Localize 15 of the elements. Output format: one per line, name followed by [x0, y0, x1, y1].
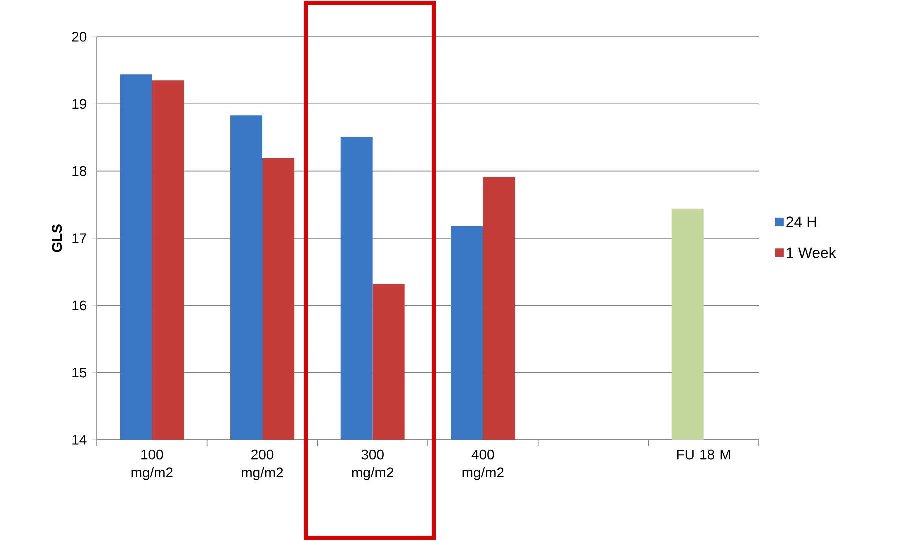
y-tick-label: 15	[72, 368, 87, 378]
y-tick-label: 14	[72, 435, 87, 445]
y-axis-title: GLS	[52, 224, 62, 252]
y-tick-label: 16	[72, 300, 87, 311]
x-tick-label: 400 mg/m2	[462, 450, 504, 480]
x-tick-label: 300 mg/m2	[352, 450, 394, 480]
y-tick-label: 19	[72, 99, 86, 110]
y-tick-label: 17	[72, 234, 86, 244]
legend-label: 24 H	[786, 216, 816, 228]
y-tick-label: 20	[72, 32, 87, 42]
x-tick-label: FU 18 M	[677, 450, 730, 460]
legend-label: 1 Week	[787, 247, 836, 258]
x-tick-label: 100 mg/m2	[132, 450, 173, 480]
y-tick-label: 18	[72, 166, 87, 176]
x-tick-label: 200 mg/m2	[242, 450, 284, 480]
